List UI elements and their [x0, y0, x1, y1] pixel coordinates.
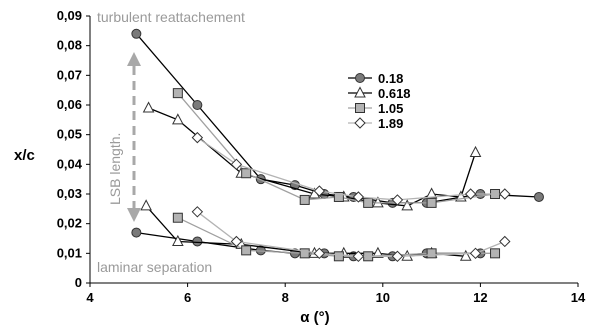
legend-marker	[354, 86, 366, 98]
y-tick-label: 0,01	[57, 245, 82, 260]
data-point	[241, 245, 252, 256]
x-tick-label: 12	[473, 290, 487, 305]
series-line	[177, 92, 496, 204]
data-point	[464, 188, 477, 200]
y-tick-label: 0,04	[57, 156, 83, 171]
data-point	[490, 248, 501, 259]
series-line	[177, 217, 495, 257]
series-line	[148, 107, 477, 207]
data-point	[131, 28, 142, 39]
series-line	[135, 33, 540, 204]
turbulent-reattachment-annotation: turbulent reattachement	[97, 9, 245, 25]
tick-labels: 0 0,01 0,02 0,03 0,04 0,05 0,06 0,07 0,08 0,09 4 6 8…	[57, 8, 586, 305]
y-tick-label: 0,05	[57, 127, 82, 142]
data-point	[230, 158, 243, 171]
data-point	[192, 100, 203, 110]
legend-marker	[355, 73, 365, 83]
lsb-length-annotation: LSB length.	[107, 133, 123, 205]
x-tick-label: 10	[376, 290, 390, 305]
y-tick-label: 0,07	[57, 67, 82, 82]
data-point	[426, 197, 437, 208]
data-point	[131, 227, 142, 238]
data-point	[142, 101, 155, 113]
data-point	[172, 234, 184, 246]
laminar-separation-annotation: laminar separation	[97, 259, 212, 275]
data-point	[172, 88, 183, 99]
x-tick-label: 14	[571, 290, 586, 305]
data-point	[299, 194, 310, 205]
lsb-length-arrow	[127, 52, 141, 222]
y-tick-label: 0,06	[57, 97, 82, 112]
legend-label: 1.89	[378, 116, 403, 131]
x-tick-label: 6	[184, 290, 191, 305]
data-point	[391, 250, 404, 263]
y-tick-label: 0,09	[57, 8, 82, 23]
y-tick-label: 0,03	[57, 186, 82, 201]
data-point	[352, 250, 365, 263]
data-point	[372, 246, 384, 258]
series-0.618	[140, 101, 482, 261]
y-axis-label: x/c	[14, 147, 35, 164]
data-point	[192, 236, 203, 247]
data-point	[333, 191, 344, 202]
legend-marker	[355, 103, 365, 113]
data-point	[140, 199, 152, 211]
y-tick-label: 0,02	[57, 216, 82, 231]
data-point	[469, 247, 482, 260]
series-1.89	[191, 131, 511, 263]
x-tick-label: 4	[86, 290, 94, 305]
axes	[86, 15, 579, 287]
legend-label: 1.05	[378, 101, 403, 116]
data-point	[333, 251, 344, 262]
data-point	[352, 191, 365, 203]
data-point	[401, 199, 414, 211]
data-point	[499, 188, 511, 200]
data-point	[191, 131, 204, 144]
data-point	[241, 168, 252, 179]
series-1.05	[172, 88, 501, 262]
data-point	[426, 248, 437, 259]
data-point	[391, 194, 404, 206]
data-point	[533, 191, 544, 202]
legend-label: 0.18	[378, 71, 403, 86]
data-point	[299, 248, 310, 259]
y-tick-label: 0	[75, 275, 82, 290]
data-point	[313, 185, 326, 197]
x-tick-label: 8	[282, 290, 289, 305]
data-point	[172, 212, 183, 223]
data-point	[191, 206, 204, 218]
legend-label: 0.618	[378, 86, 411, 101]
data-point	[459, 249, 472, 261]
data-point	[363, 197, 374, 208]
series-layer	[131, 28, 544, 263]
legend-marker	[354, 117, 366, 129]
data-point	[172, 113, 184, 125]
series-0.18	[131, 28, 544, 262]
data-point	[372, 196, 384, 208]
y-tick-label: 0,08	[57, 38, 82, 53]
data-point	[230, 235, 243, 248]
data-point	[469, 145, 482, 157]
data-point	[499, 235, 511, 248]
data-point	[313, 247, 326, 260]
x-axis-label: α (°)	[300, 309, 329, 326]
